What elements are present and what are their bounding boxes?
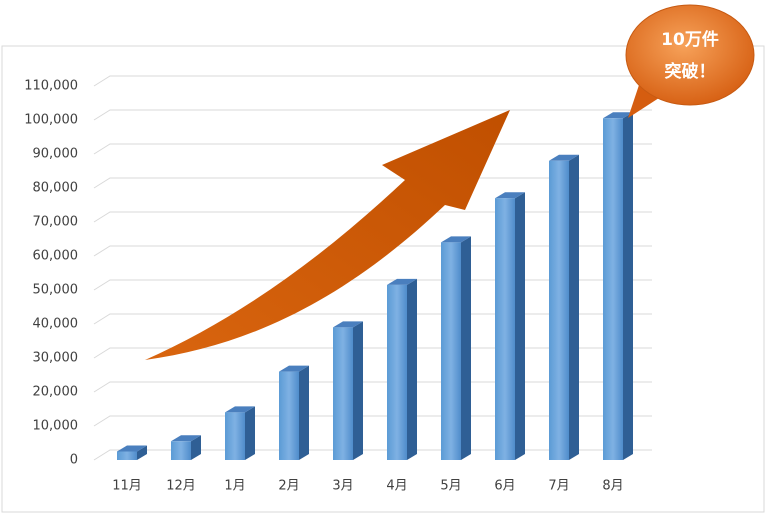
y-tick-label: 90,000 xyxy=(33,147,79,162)
x-tick-label: 5月 xyxy=(440,479,461,494)
bar xyxy=(117,445,147,460)
bar-front xyxy=(225,412,245,460)
trend-arrow xyxy=(145,110,510,360)
grid-line xyxy=(93,211,652,223)
bar-top xyxy=(225,406,255,413)
bar-front xyxy=(279,371,299,460)
bar-top xyxy=(387,278,417,285)
bar-top xyxy=(495,192,525,199)
bar-top xyxy=(549,154,579,161)
bar-top xyxy=(441,236,471,243)
bar-side xyxy=(407,278,417,460)
grid-line xyxy=(93,313,652,325)
bar-side xyxy=(353,321,363,460)
bar-side xyxy=(191,435,201,460)
x-tick-label: 7月 xyxy=(548,479,569,494)
y-tick-label: 70,000 xyxy=(33,215,79,230)
y-tick-label: 50,000 xyxy=(33,283,79,298)
bar-front xyxy=(171,441,191,460)
bar-side xyxy=(245,406,255,460)
y-tick-label: 40,000 xyxy=(33,317,79,332)
bar xyxy=(495,192,525,460)
x-tick-label: 8月 xyxy=(602,479,623,494)
bar-side xyxy=(623,112,633,461)
bar-front xyxy=(333,327,353,460)
y-tick-label: 100,000 xyxy=(24,113,78,128)
bar-top xyxy=(333,321,363,328)
x-tick-label: 4月 xyxy=(386,479,407,494)
x-tick-label: 11月 xyxy=(112,479,142,494)
y-tick-label: 110,000 xyxy=(24,79,78,94)
grid-line xyxy=(93,75,652,87)
x-tick-label: 2月 xyxy=(278,479,299,494)
bar xyxy=(549,154,579,461)
x-tick-label: 3月 xyxy=(332,479,353,494)
callout-bubble xyxy=(625,4,755,106)
bar xyxy=(387,278,417,460)
chart-border xyxy=(1,45,765,513)
bar-front xyxy=(387,284,407,460)
bar-side xyxy=(515,192,525,460)
bar xyxy=(225,406,255,460)
bar-front xyxy=(495,198,515,460)
y-tick-label: 0 xyxy=(70,453,78,468)
grid-line xyxy=(93,381,652,393)
grid-line xyxy=(93,415,652,427)
bar-top xyxy=(117,445,147,452)
bar-front xyxy=(117,451,137,460)
bar xyxy=(333,321,363,460)
grid-line xyxy=(93,109,652,121)
bar-side xyxy=(461,236,471,460)
bar-top xyxy=(603,112,633,119)
bar xyxy=(171,435,201,460)
bar-front xyxy=(603,118,623,461)
bar xyxy=(441,236,471,460)
grid-line xyxy=(93,245,652,257)
bar-top xyxy=(279,365,309,372)
x-tick-label: 12月 xyxy=(166,479,196,494)
y-tick-label: 30,000 xyxy=(33,351,79,366)
x-tick-label: 6月 xyxy=(494,479,515,494)
bar xyxy=(279,365,309,460)
callout: 10万件 突破！ xyxy=(625,4,755,118)
y-tick-label: 80,000 xyxy=(33,181,79,196)
x-tick-label: 1月 xyxy=(224,479,245,494)
callout-line: 突破！ xyxy=(665,61,716,82)
grid-line xyxy=(93,279,652,291)
y-tick-label: 10,000 xyxy=(33,419,79,434)
callout-line: 10万件 xyxy=(661,29,719,50)
bar-top xyxy=(171,435,201,442)
bar-side xyxy=(299,365,309,460)
bar-front xyxy=(549,160,569,461)
y-tick-label: 20,000 xyxy=(33,385,79,400)
bar-side xyxy=(137,445,147,460)
grid-line xyxy=(93,449,652,461)
bar xyxy=(603,112,633,461)
bar-front xyxy=(441,242,461,460)
y-tick-label: 60,000 xyxy=(33,249,79,264)
grid-line xyxy=(93,347,652,359)
bar-side xyxy=(569,154,579,461)
